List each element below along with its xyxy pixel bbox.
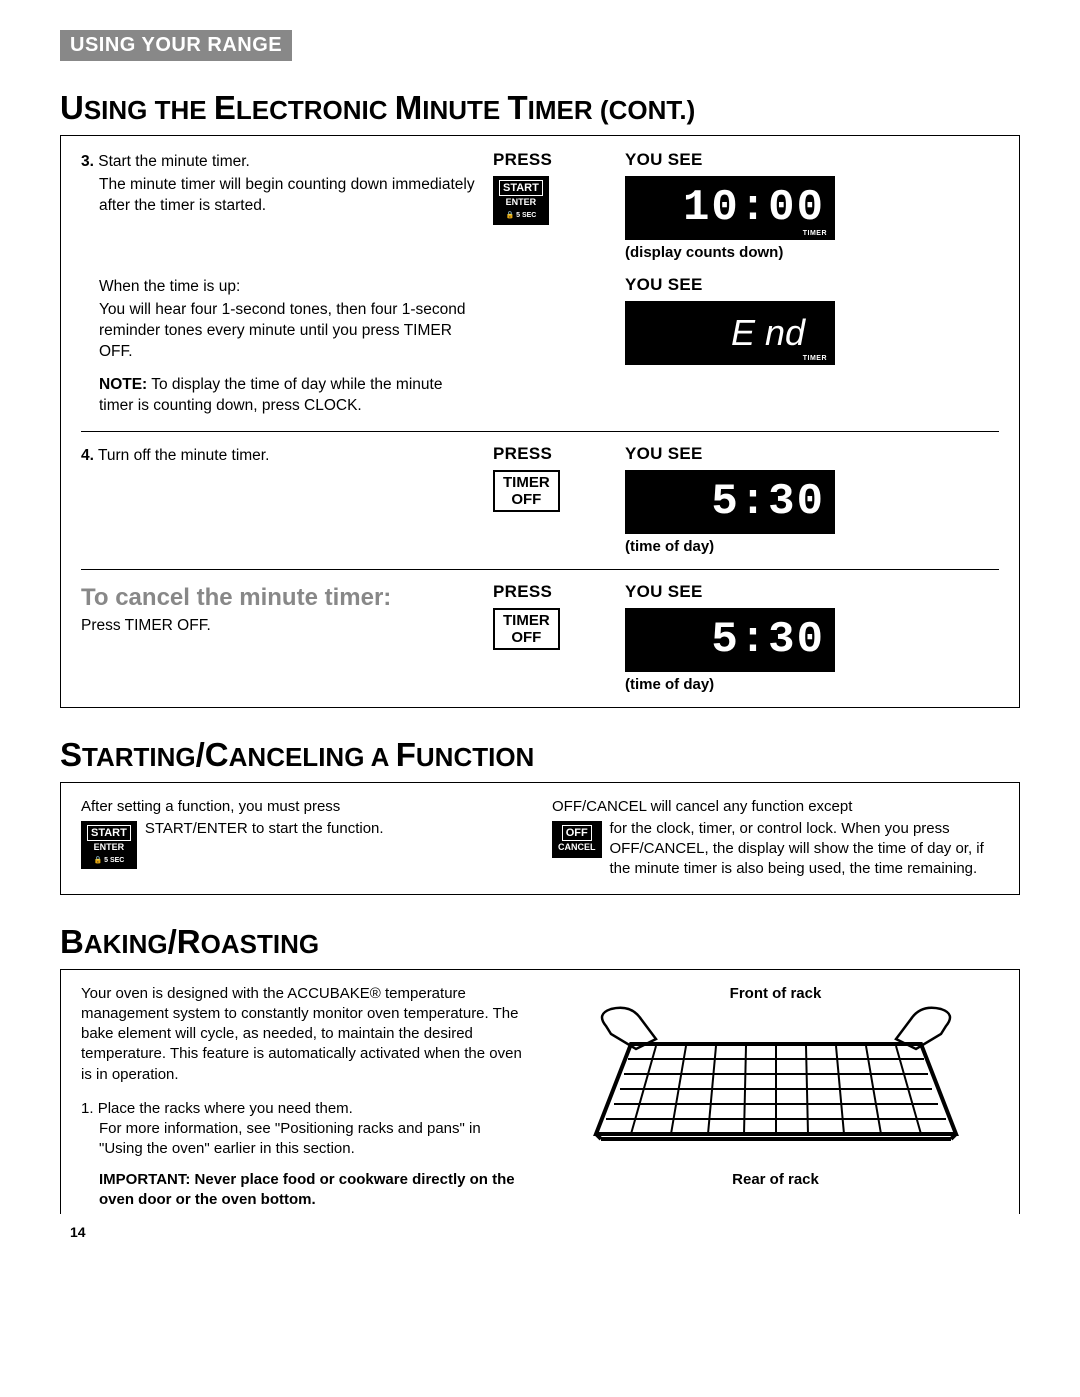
s3-important: IMPORTANT: Never place food or cookware … — [99, 1171, 515, 1208]
section1-title: USING THE ELECTRONIC MINUTE TIMER (CONT.… — [60, 89, 1020, 127]
display-530b: 5:30 — [625, 608, 835, 672]
s2-right-l2: for the clock, timer, or control lock. W… — [610, 819, 1000, 880]
caption-tod1: (time of day) — [625, 538, 999, 555]
display-530a: 5:30 — [625, 470, 835, 534]
rear-rack-label: Rear of rack — [552, 1170, 999, 1190]
note-body: To display the time of day while the min… — [99, 376, 442, 414]
yousee-head4: YOU SEE — [625, 444, 999, 464]
step4-label: Turn off the minute timer. — [98, 447, 269, 464]
note-label: NOTE: — [99, 376, 147, 393]
oven-rack-icon — [586, 1004, 966, 1164]
start-button-icon2: START ENTER 🔒 5 SEC — [81, 821, 137, 870]
yousee-head: YOU SEE — [625, 150, 999, 170]
section3-title: BAKING/ROASTING — [60, 923, 1020, 961]
s2-right-l1: OFF/CANCEL will cancel any function exce… — [552, 798, 852, 815]
s3-step1-label: Place the racks where you need them. — [98, 1100, 353, 1117]
s3-intro: Your oven is designed with the ACCUBAKE®… — [81, 984, 528, 1085]
s2-left-l2: START/ENTER to start the function. — [145, 819, 384, 839]
s2-left-l1: After setting a function, you must press — [81, 798, 340, 815]
display-end: E nd TIMER — [625, 301, 835, 365]
display-1000: 10:00 TIMER — [625, 176, 835, 240]
caption-tod2: (time of day) — [625, 676, 999, 693]
yousee-head2: YOU SEE — [625, 275, 999, 295]
timer-off-button-icon2: TIMER OFF — [493, 608, 560, 651]
step3b-body: You will hear four 1-second tones, then … — [81, 300, 481, 363]
press-head: PRESS — [493, 150, 613, 170]
start-button-icon: START ENTER 🔒 5 SEC — [493, 176, 549, 225]
step3-num: 3. — [81, 153, 94, 170]
s3-step1-body: For more information, see "Positioning r… — [81, 1119, 528, 1160]
step3-body: The minute timer will begin counting dow… — [81, 175, 481, 217]
step3-label: Start the minute timer. — [98, 153, 250, 170]
step4-num: 4. — [81, 447, 94, 464]
press-head-cancel: PRESS — [493, 582, 613, 602]
press-head4: PRESS — [493, 444, 613, 464]
section2-title: STARTING/CANCELING A FUNCTION — [60, 736, 1020, 774]
section2-box: After setting a function, you must press… — [60, 782, 1020, 895]
yousee-head-cancel: YOU SEE — [625, 582, 999, 602]
timer-off-button-icon: TIMER OFF — [493, 470, 560, 513]
cancel-title: To cancel the minute timer: — [81, 582, 481, 614]
s3-step1-num: 1. — [81, 1100, 94, 1117]
section-header: USING YOUR RANGE — [60, 30, 292, 61]
front-rack-label: Front of rack — [552, 984, 999, 1004]
step3b-intro: When the time is up: — [81, 277, 481, 298]
page-number: 14 — [60, 1224, 1020, 1240]
section1-box: 3. Start the minute timer. The minute ti… — [60, 135, 1020, 708]
caption-countdown: (display counts down) — [625, 244, 999, 261]
cancel-body: Press TIMER OFF. — [81, 616, 481, 637]
section3-box: Your oven is designed with the ACCUBAKE®… — [60, 969, 1020, 1215]
off-cancel-button-icon: OFF CANCEL — [552, 821, 602, 858]
